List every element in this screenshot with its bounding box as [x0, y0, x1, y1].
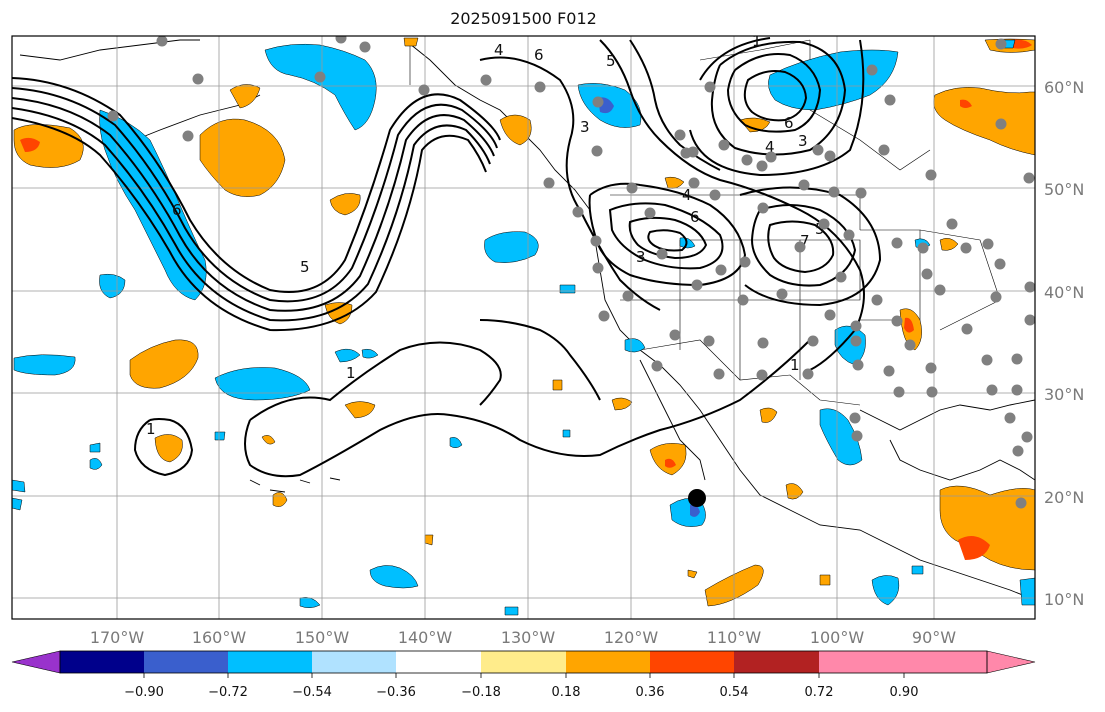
- colorbar-bin: [566, 651, 650, 673]
- colorbar-tick-label: 0.36: [636, 685, 665, 700]
- longitude-labels: 170°W 160°W 150°W 140°W 130°W 120°W 110°…: [90, 628, 956, 647]
- colorbar-tick-label: −0.36: [376, 685, 416, 700]
- lon-label: 150°W: [295, 628, 350, 647]
- contour-label-group: 6 5 1 1 4 6 5 3 4 3 6 3 7 1 1 4 6 5: [146, 32, 825, 438]
- colorbar-tick-label: −0.54: [292, 685, 332, 700]
- colorbar-tick-label: 0.90: [890, 685, 919, 700]
- colorbar-bin: [312, 651, 396, 673]
- colorbar-tick-label: −0.18: [461, 685, 501, 700]
- contour-label: 3: [798, 132, 808, 150]
- lon-label: 120°W: [604, 628, 659, 647]
- contour-label: 7: [800, 232, 810, 250]
- graticule: [12, 36, 1035, 619]
- colorbar-tick-label: 0.54: [720, 685, 749, 700]
- location-marker: [688, 489, 706, 507]
- colorbar-tick-label: −0.90: [124, 685, 164, 700]
- colorbar-bin: [60, 651, 144, 673]
- colorbar-bin: [650, 651, 734, 673]
- colorbar-tick-label: −0.72: [208, 685, 248, 700]
- lat-label: 10°N: [1044, 590, 1084, 609]
- contour-label: 6: [172, 201, 182, 219]
- contour-label: 5: [300, 258, 310, 276]
- colorbar-bin: [144, 651, 228, 673]
- lat-label: 60°N: [1044, 78, 1084, 97]
- latitude-labels: 60°N 50°N 40°N 30°N 20°N 10°N: [1044, 78, 1084, 609]
- lon-label: 160°W: [192, 628, 247, 647]
- contour-label: 5: [815, 220, 825, 238]
- contour-label: 6: [784, 114, 794, 132]
- lon-label: 170°W: [90, 628, 145, 647]
- contour-label: 1: [752, 32, 762, 50]
- contour-label: 3: [580, 118, 590, 136]
- lat-label: 40°N: [1044, 283, 1084, 302]
- colorbar-tick-label: 0.72: [805, 685, 834, 700]
- colorbar-bin: [819, 651, 904, 673]
- lon-label: 110°W: [707, 628, 762, 647]
- lon-label: 140°W: [398, 628, 453, 647]
- contour-label: 1: [790, 356, 800, 374]
- lat-label: 50°N: [1044, 180, 1084, 199]
- contour-label: 3: [636, 248, 646, 266]
- contour-label: 6: [690, 208, 700, 226]
- colorbar-tick-label: 0.18: [552, 685, 581, 700]
- lon-label: 100°W: [810, 628, 865, 647]
- lon-label: 90°W: [912, 628, 956, 647]
- lon-label: 130°W: [501, 628, 556, 647]
- colorbar: −0.90 −0.72 −0.54 −0.36 −0.18 0.18 0.36 …: [11, 650, 1036, 700]
- contour-label: 6: [534, 46, 544, 64]
- station-dots: [107, 36, 1035, 509]
- contour-label: 4: [682, 186, 692, 204]
- map-frame: [11, 35, 1036, 620]
- map-area: 6 5 1 1 4 6 5 3 4 3 6 3 7 1 1 4 6 5: [12, 32, 1035, 619]
- colorbar-left-arrow: [11, 650, 61, 674]
- contour-label: 1: [146, 420, 156, 438]
- contour-label: 1: [346, 364, 356, 382]
- lat-label: 20°N: [1044, 488, 1084, 507]
- lat-label: 30°N: [1044, 385, 1084, 404]
- colorbar-bin: [481, 651, 566, 673]
- colorbar-bin: [228, 651, 312, 673]
- colorbar-bin: [396, 651, 481, 673]
- contour-label: 5: [606, 52, 616, 70]
- colorbar-bin: [734, 651, 819, 673]
- contour-label: 4: [494, 41, 504, 59]
- strong-positive-fills: [20, 39, 1032, 560]
- map-title: 2025091500 F012: [450, 9, 597, 28]
- positive-anomaly-fills: [13, 37, 1035, 607]
- contour-label: 4: [765, 138, 775, 156]
